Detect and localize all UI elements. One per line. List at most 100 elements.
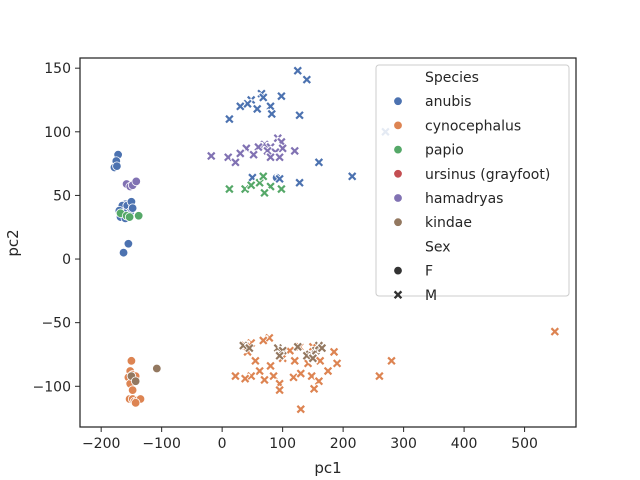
data-point-cynocephalus-f [130, 398, 141, 408]
data-point-anubis-f [112, 161, 122, 171]
data-point-cynocephalus-f [126, 356, 137, 366]
y-tick-label: 100 [44, 125, 71, 141]
data-point-anubis-m [294, 177, 305, 188]
data-point-cynocephalus-m [322, 365, 334, 377]
legend-marker-male [392, 289, 404, 301]
data-point-cynocephalus-m [331, 358, 343, 369]
data-point-anubis-m [235, 101, 246, 112]
y-axis-label: pc2 [4, 229, 22, 256]
data-point-hamadryas-f [131, 176, 141, 187]
data-point-cynocephalus-m [288, 372, 299, 383]
data-point-papio-m [224, 183, 235, 195]
points-layer [109, 65, 561, 415]
data-point-anubis-m [292, 65, 303, 76]
x-tick-label: −100 [142, 436, 180, 452]
data-point-anubis-m [266, 108, 277, 120]
data-point-cynocephalus-m [295, 403, 306, 415]
data-point-cynocephalus-m [295, 368, 306, 379]
x-tick-label: 0 [218, 436, 227, 452]
legend-entry-label: papio [425, 143, 464, 159]
data-point-anubis-m [301, 74, 313, 85]
data-point-cynocephalus-m [549, 326, 561, 337]
data-point-papio-m [276, 183, 287, 195]
data-point-hamadryas-m [274, 152, 285, 163]
data-point-cynocephalus-m [284, 345, 296, 356]
legend-marker-hamadryas [393, 193, 403, 203]
data-point-papio-m [258, 171, 269, 182]
x-tick-label: −200 [82, 436, 120, 452]
legend-entry-label: hamadryas [425, 191, 503, 207]
data-point-anubis-m [276, 90, 287, 102]
legend-sex-title: Sex [425, 239, 451, 255]
legend-entry-label: cynocephalus [425, 118, 521, 134]
x-tick-label: 500 [511, 436, 538, 452]
data-point-cynocephalus-m [268, 370, 279, 382]
y-tick-label: −100 [33, 379, 71, 395]
data-point-kindae-f [130, 376, 141, 386]
data-point-papio-m [254, 177, 265, 188]
data-point-anubis-f [118, 247, 129, 258]
data-point-cynocephalus-m [230, 370, 241, 382]
y-tick-label: 0 [62, 252, 71, 268]
y-tick-label: 50 [53, 188, 71, 204]
data-point-anubis-m [224, 113, 235, 125]
data-point-hamadryas-m [248, 149, 259, 160]
y-tick-label: 150 [44, 61, 71, 77]
legend: Species anubis cynocephalus papio ursinus (g… [375, 64, 570, 304]
data-point-kindae-m [274, 350, 285, 361]
data-point-cynocephalus-m [265, 360, 276, 372]
legend-marker-ursinus-grayfoot [393, 169, 403, 179]
data-point-papio-f [124, 212, 135, 222]
data-point-cynocephalus-m [308, 383, 320, 395]
legend-marker-anubis [393, 96, 403, 106]
legend-species-title: Species [425, 70, 479, 86]
data-point-anubis-m [265, 101, 276, 112]
legend-entry-label: kindae [425, 215, 472, 231]
data-point-anubis-m [294, 110, 305, 121]
data-point-cynocephalus-m [250, 355, 261, 367]
data-point-anubis-f [127, 203, 138, 213]
data-point-cynocephalus-m [254, 365, 265, 377]
ticks-layer: −200 −100 0 100 200 300 400 500 −100 −50 0 50 100 150 [33, 61, 538, 452]
legend-box [375, 64, 570, 297]
x-tick-label: 200 [330, 436, 357, 452]
legend-entry-label: F [425, 264, 433, 280]
x-axis-label: pc1 [314, 459, 341, 477]
data-point-kindae-m [316, 342, 328, 354]
data-point-cynocephalus-m [313, 375, 325, 387]
data-point-hamadryas-m [277, 143, 288, 154]
data-point-kindae-m [244, 342, 255, 354]
legend-marker-cynocephalus [393, 120, 403, 131]
data-point-cynocephalus-m [386, 355, 397, 367]
data-point-hamadryas-m [262, 145, 273, 157]
data-point-anubis-f [123, 239, 134, 249]
data-point-cynocephalus-m [259, 374, 270, 386]
x-tick-label: 400 [451, 436, 478, 452]
data-point-hamadryas-m [206, 150, 217, 162]
data-point-hamadryas-m [289, 145, 300, 157]
data-point-hamadryas-m [235, 148, 246, 159]
legend-entry-label: M [425, 288, 437, 304]
y-tick-label: −50 [41, 316, 71, 332]
data-point-anubis-m [242, 98, 253, 110]
data-point-anubis-m [274, 173, 285, 185]
data-point-cynocephalus-m [289, 355, 300, 367]
data-point-anubis-m [313, 157, 325, 168]
data-point-cynocephalus-m [258, 335, 269, 346]
legend-marker-papio [393, 144, 403, 155]
data-point-cynocephalus-m [239, 373, 251, 384]
data-point-papio-f [133, 211, 144, 221]
data-point-hamadryas-m [253, 141, 264, 153]
data-point-cynocephalus-m [274, 384, 285, 396]
data-point-kindae-f [152, 363, 162, 374]
data-point-cynocephalus-m [328, 346, 340, 358]
data-point-cynocephalus-m [314, 355, 326, 367]
data-point-kindae-m [292, 341, 303, 353]
plot-frame [79, 57, 577, 428]
legend-marker-female [393, 265, 403, 276]
legend-entry-label: ursinus (grayfoot) [425, 167, 550, 183]
data-point-cynocephalus-f [127, 385, 138, 395]
data-point-kindae-m [307, 353, 319, 364]
x-tick-label: 100 [269, 436, 296, 452]
